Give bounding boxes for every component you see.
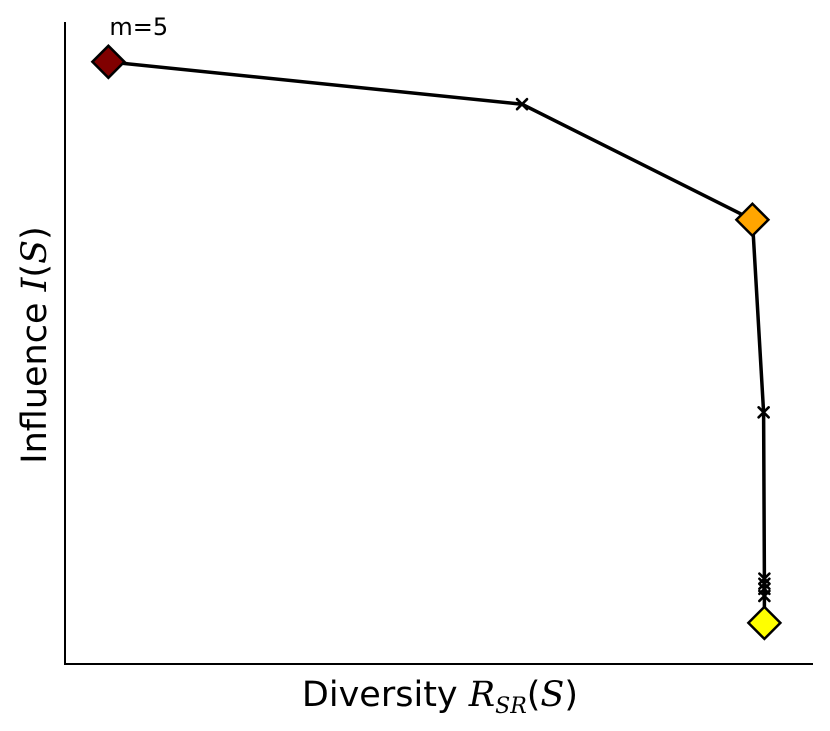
chart-annotations: m=5 [109,13,168,41]
annotation-label-0: m=5 [109,13,168,41]
y-axis-title: Influence I(S) [15,226,55,463]
series-line [108,60,767,623]
x-marker-1 [515,97,529,111]
diamond-marker-2 [734,201,771,238]
diamond-marker-0 [90,44,127,80]
x-axis-title: Diversity RSR(S) [302,675,578,719]
diamond-marker-8 [746,605,783,641]
series-markers [90,44,783,641]
x-marker-3 [757,406,770,419]
x-marker-7 [758,589,771,603]
